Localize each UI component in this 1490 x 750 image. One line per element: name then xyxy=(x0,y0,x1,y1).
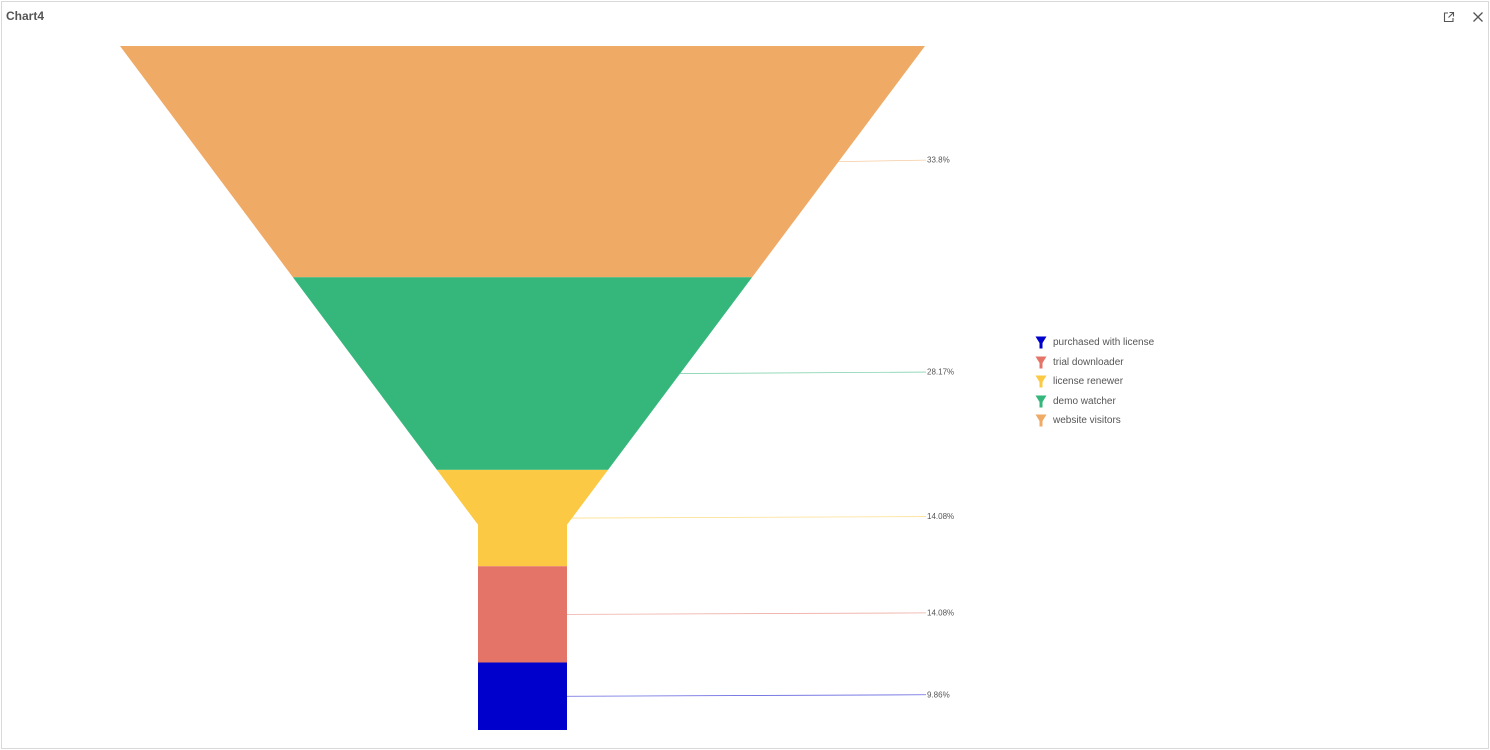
legend-item[interactable]: website visitors xyxy=(1035,411,1154,431)
funnel-segment-purchased-with-license[interactable] xyxy=(478,662,567,730)
legend-item[interactable]: trial downloader xyxy=(1035,353,1154,373)
data-label: 14.08% xyxy=(927,608,954,617)
legend-label: purchased with license xyxy=(1053,337,1155,349)
legend-item[interactable]: demo watcher xyxy=(1035,392,1154,412)
share-export-icon[interactable] xyxy=(1440,8,1458,26)
legend-label: website visitors xyxy=(1053,415,1121,427)
data-label: 14.08% xyxy=(927,512,954,521)
funnel-segment-demo-watcher[interactable] xyxy=(292,277,753,470)
legend-label: trial downloader xyxy=(1053,356,1124,368)
funnel-icon xyxy=(1035,375,1047,388)
funnel-segment-trial-downloader[interactable] xyxy=(478,566,567,663)
funnel-icon xyxy=(1035,356,1047,369)
funnel-icon xyxy=(1035,336,1047,349)
funnel-segment-website-visitors[interactable] xyxy=(120,46,925,278)
legend-label: license renewer xyxy=(1053,376,1124,388)
chart-legend: purchased with license trial downloader li… xyxy=(1035,333,1154,431)
funnel-segment-license-renewer[interactable] xyxy=(436,469,609,567)
data-label: 28.17% xyxy=(927,368,954,377)
connector-line xyxy=(838,159,927,163)
legend-label: demo watcher xyxy=(1053,395,1116,407)
connector-line xyxy=(680,371,927,374)
data-label: 9.86% xyxy=(927,690,950,699)
close-icon[interactable] xyxy=(1469,8,1487,26)
funnel-icon xyxy=(1035,414,1047,427)
legend-item[interactable]: license renewer xyxy=(1035,372,1154,392)
funnel-icon xyxy=(1035,395,1047,408)
legend-item[interactable]: purchased with license xyxy=(1035,333,1154,353)
chart-title: Chart4 xyxy=(6,9,45,23)
data-label: 33.8% xyxy=(927,156,950,165)
connector-line xyxy=(566,694,927,697)
connector-line xyxy=(572,516,927,519)
connector-line xyxy=(566,612,927,615)
